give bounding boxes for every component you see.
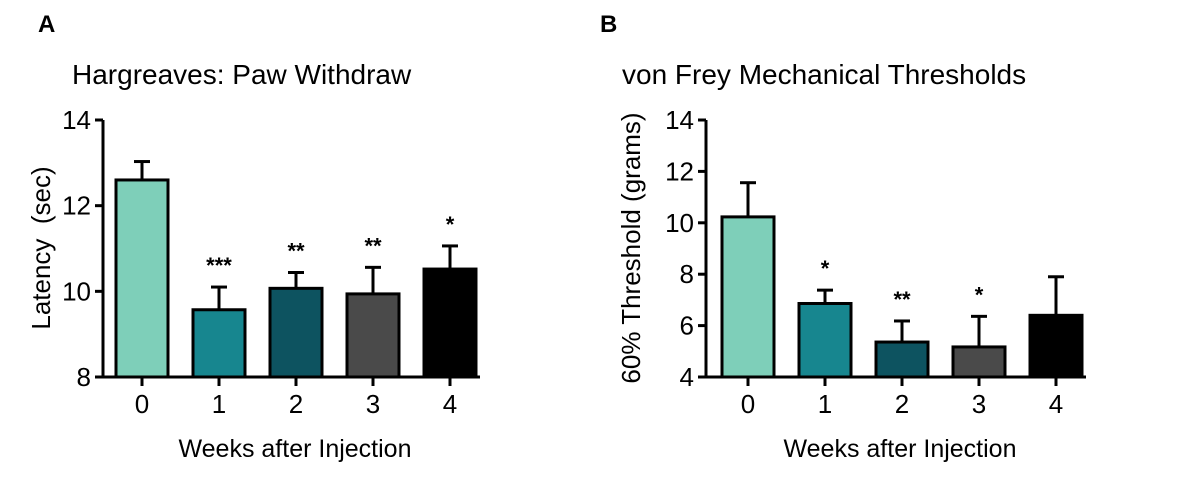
x-tick-label-b: 1 (818, 389, 832, 419)
x-tick-label-b: 4 (1049, 389, 1063, 419)
bar-b-week-3 (951, 345, 1007, 379)
x-tick-label-a: 1 (212, 389, 226, 419)
significance-marker-b: * (821, 256, 830, 281)
significance-marker-a: * (446, 212, 455, 237)
y-tick-label-a: 8 (77, 362, 91, 392)
x-tick-label-a: 2 (289, 389, 303, 419)
y-tick-label-b: 8 (680, 259, 694, 289)
x-tick-label-a: 0 (135, 389, 149, 419)
bar-a-week-3 (345, 292, 401, 379)
significance-marker-a: *** (206, 253, 232, 278)
y-axis-label-b: 60% Threshold (grams) (616, 112, 646, 383)
y-tick-label-b: 10 (665, 208, 694, 238)
y-tick-label-a: 12 (62, 191, 91, 221)
panel-label-b: B (600, 11, 617, 38)
panel-label-a: A (38, 11, 55, 38)
y-axis-label-a: Latency (sec) (26, 166, 56, 329)
x-tick-label-b: 3 (972, 389, 986, 419)
x-tick-label-b: 0 (741, 389, 755, 419)
y-tick-label-b: 14 (665, 105, 694, 135)
bar-a-week-1 (191, 308, 247, 379)
bar-a-week-4 (422, 267, 478, 379)
y-tick-label-b: 6 (680, 311, 694, 341)
x-tick-label-b: 2 (895, 389, 909, 419)
y-tick-label-a: 10 (62, 276, 91, 306)
chart-title-b: von Frey Mechanical Thresholds (622, 59, 1026, 90)
chart-title-a: Hargreaves: Paw Withdraw (72, 59, 412, 90)
panel-b-von-frey: B von Frey Mechanical Thresholds 60% Thr… (600, 11, 1086, 463)
panel-a-hargreaves: A Hargreaves: Paw Withdraw Latency (sec)… (26, 11, 480, 463)
bar-b-week-4 (1028, 313, 1084, 379)
bar-b-week-2 (874, 340, 930, 379)
x-tick-label-a: 3 (366, 389, 380, 419)
y-tick-label-a: 14 (62, 105, 91, 135)
x-axis-label-a: Weeks after Injection (179, 435, 412, 463)
significance-marker-b: * (975, 282, 984, 307)
bar-b-week-0 (720, 215, 776, 379)
significance-marker-a: ** (287, 238, 305, 263)
y-tick-label-b: 12 (665, 156, 694, 186)
bar-b-week-1 (797, 301, 853, 379)
y-tick-label-b: 4 (680, 362, 694, 392)
x-tick-label-a: 4 (443, 389, 457, 419)
significance-marker-a: ** (364, 233, 382, 258)
significance-marker-b: ** (893, 287, 911, 312)
bar-a-week-2 (268, 286, 324, 379)
x-axis-label-b: Weeks after Injection (784, 435, 1017, 463)
bar-a-week-0 (114, 178, 170, 379)
